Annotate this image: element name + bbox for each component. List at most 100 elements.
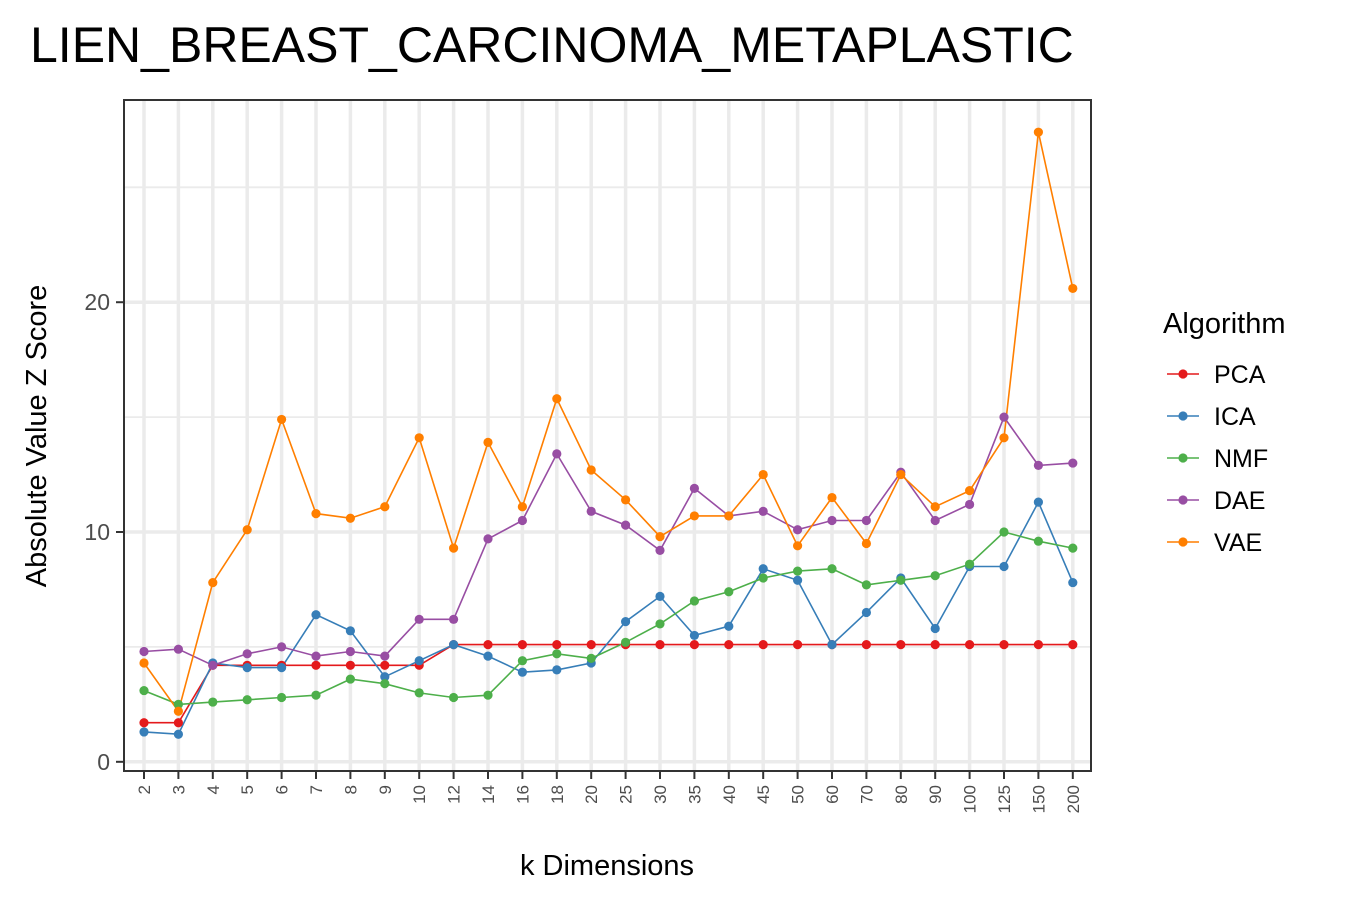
data-point-nmf — [655, 619, 665, 629]
data-point-ica — [517, 667, 528, 677]
plot-border — [123, 99, 1092, 772]
data-point-dae — [277, 642, 287, 652]
data-point-pca — [655, 640, 665, 650]
data-point-dae — [173, 644, 183, 654]
x-tick-label: 100 — [961, 785, 980, 813]
legend-key-point — [1178, 537, 1188, 547]
legend-label: NMF — [1214, 445, 1268, 473]
data-point-pca — [793, 640, 803, 650]
data-point-dae — [380, 651, 390, 661]
data-point-nmf — [208, 697, 218, 707]
data-point-dae — [930, 515, 940, 526]
data-point-dae — [414, 614, 424, 624]
data-point-ica — [930, 623, 940, 634]
data-point-pca — [483, 640, 493, 650]
data-point-ica — [311, 610, 321, 620]
data-point-pca — [517, 640, 528, 650]
x-tick-label: 3 — [169, 785, 188, 794]
x-tick-label: 8 — [341, 785, 360, 794]
series-line-pca — [144, 643, 1073, 724]
x-tick-label: 90 — [926, 785, 945, 804]
x-tick-label: 30 — [651, 785, 670, 804]
data-point-nmf — [586, 653, 596, 664]
x-tick-label: 6 — [273, 785, 292, 794]
data-point-ica — [380, 672, 390, 682]
x-tick-label: 50 — [789, 785, 808, 804]
data-point-nmf — [311, 690, 321, 700]
x-tick-label: 14 — [479, 785, 498, 804]
data-point-dae — [621, 520, 631, 530]
y-tick-label: 0 — [97, 749, 110, 775]
data-point-vae — [414, 433, 424, 443]
data-point-dae — [552, 449, 562, 459]
x-tick-label: 70 — [857, 785, 876, 804]
data-point-ica — [449, 640, 459, 650]
y-tick-label: 10 — [84, 519, 110, 545]
data-point-ica — [483, 651, 493, 661]
x-axis: 2 3 4 5 6 7 8 9 10 12 14 16 18 20 25 30 35 40 45 50 60 70 80 90… — [135, 771, 1083, 813]
x-tick-label: 10 — [410, 785, 429, 804]
data-point-dae — [139, 646, 149, 657]
data-point-vae — [380, 502, 390, 512]
x-tick-label: 150 — [1029, 785, 1048, 813]
data-point-pca — [139, 718, 149, 728]
data-point-vae — [758, 469, 768, 480]
data-point-dae — [586, 506, 596, 516]
data-point-vae — [793, 541, 803, 551]
data-point-dae — [999, 412, 1009, 422]
x-tick-label: 12 — [445, 785, 464, 804]
data-point-pca — [896, 640, 906, 650]
data-point-pca — [586, 640, 596, 650]
data-point-vae — [930, 502, 940, 512]
data-point-ica — [861, 607, 872, 618]
x-tick-label: 2 — [135, 785, 154, 794]
data-point-dae — [965, 499, 975, 510]
data-point-pca — [173, 718, 183, 728]
data-point-nmf — [793, 566, 803, 576]
data-point-vae — [208, 577, 218, 588]
data-point-vae — [345, 513, 355, 523]
legend-item-ica: ICA — [1167, 403, 1256, 431]
data-point-vae — [449, 543, 459, 553]
data-point-pca — [552, 640, 562, 650]
data-point-pca — [1068, 640, 1078, 650]
legend-items: PCA ICA NMF DAE VAE — [1167, 361, 1268, 557]
data-point-nmf — [552, 649, 562, 659]
y-tick-label: 20 — [84, 289, 110, 315]
data-point-ica — [173, 729, 183, 739]
data-point-nmf — [724, 587, 734, 597]
data-point-nmf — [758, 573, 768, 583]
data-point-vae — [965, 486, 975, 496]
x-tick-label: 80 — [892, 785, 911, 804]
x-tick-label: 35 — [685, 785, 704, 804]
data-point-dae — [311, 651, 321, 661]
data-point-ica — [655, 591, 665, 601]
data-point-dae — [517, 515, 528, 526]
legend-key-point — [1178, 495, 1188, 505]
data-point-ica — [999, 561, 1009, 572]
series-lines — [143, 132, 1074, 736]
data-point-vae — [139, 658, 149, 668]
legend-item-pca: PCA — [1167, 361, 1266, 389]
data-point-vae — [1068, 283, 1078, 294]
data-point-dae — [1068, 458, 1078, 468]
data-point-pca — [311, 660, 321, 670]
data-point-nmf — [861, 580, 872, 590]
data-point-ica — [827, 640, 837, 650]
data-point-vae — [621, 495, 631, 505]
data-point-vae — [483, 437, 493, 447]
data-point-dae — [793, 525, 803, 535]
x-tick-label: 60 — [823, 785, 842, 804]
data-point-pca — [758, 640, 768, 650]
data-point-pca — [689, 640, 700, 650]
data-point-vae — [552, 394, 562, 404]
data-point-nmf — [1068, 543, 1078, 553]
data-point-nmf — [827, 564, 837, 574]
x-tick-label: 7 — [307, 785, 326, 794]
series-line-nmf — [143, 531, 1073, 706]
data-point-nmf — [965, 559, 975, 569]
data-point-vae — [896, 469, 906, 480]
legend-key-point — [1178, 369, 1188, 379]
legend: Algorithm PCA ICA NMF DAE VAE — [1163, 308, 1286, 557]
data-point-vae — [311, 509, 321, 519]
